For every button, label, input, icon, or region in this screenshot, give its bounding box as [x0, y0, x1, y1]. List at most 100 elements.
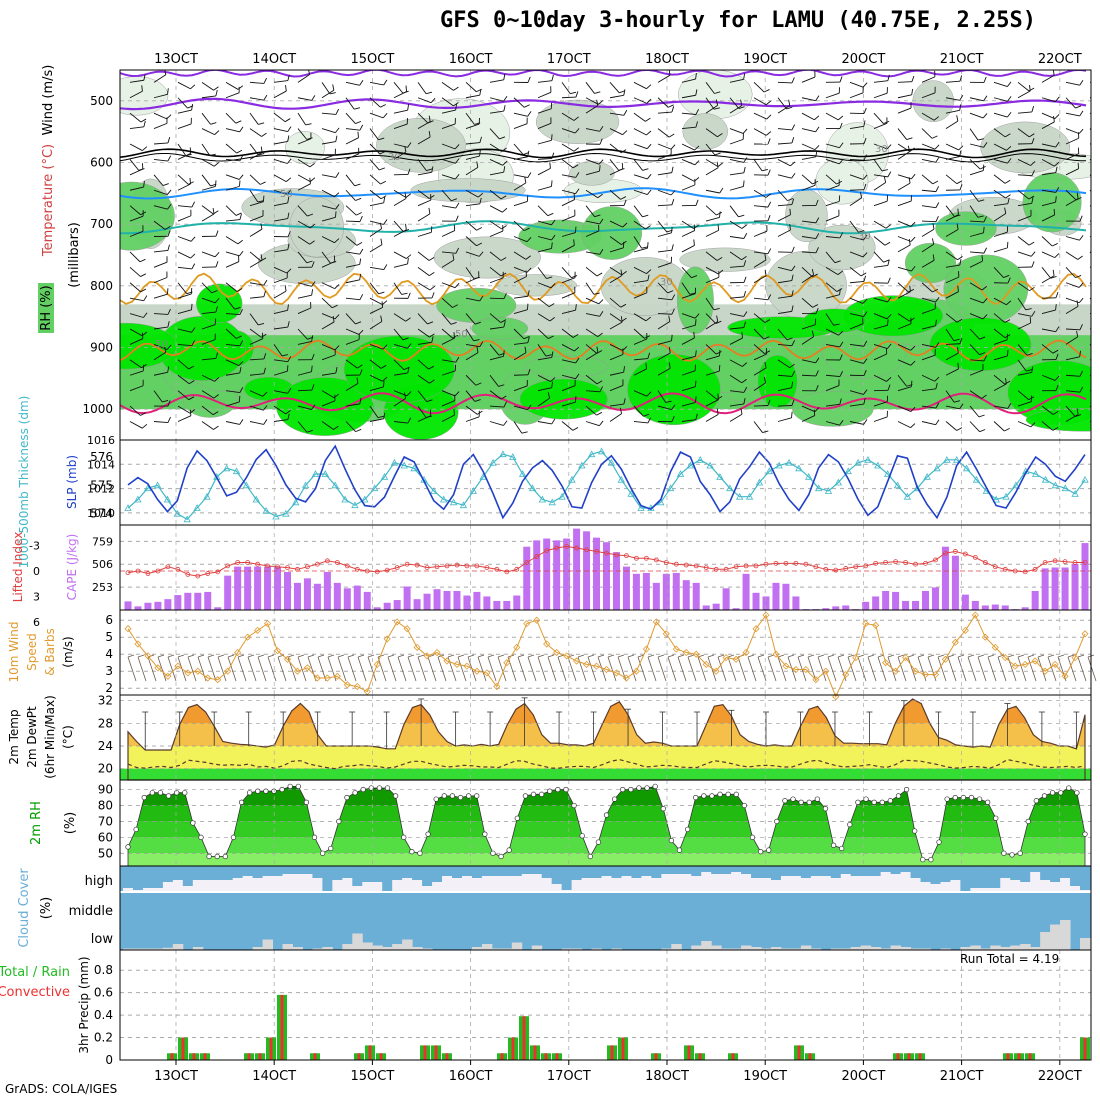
wind-barb-flag: [743, 311, 748, 317]
wind-barb: [849, 390, 864, 395]
wind-barb-flag: [620, 303, 627, 308]
rh-marker: [611, 796, 618, 802]
low-cloud-bar: [1030, 947, 1041, 950]
wind-barb: [513, 276, 527, 284]
wind-barb: [225, 143, 237, 154]
wind-barb: [369, 81, 384, 86]
wind-barb: [537, 122, 552, 130]
wind-barb-flag: [1054, 114, 1060, 120]
wind-barb-flag: [596, 99, 599, 106]
wind-barb: [489, 277, 504, 284]
rh-marker: [928, 856, 934, 863]
wind-barb: [369, 244, 383, 253]
wind-barb: [129, 112, 142, 123]
high-cloud-gap: [412, 880, 423, 892]
high-cloud-bar: [661, 866, 672, 874]
wind-barb: [1017, 128, 1030, 138]
wind-barb: [705, 217, 720, 222]
wind-barb-flag: [167, 416, 171, 423]
high-cloud-bar: [342, 866, 353, 878]
surface-wind-barb: [697, 656, 707, 682]
wind-barb-flag: [789, 363, 795, 368]
wind-barb-flag: [1005, 194, 1011, 199]
wind-barb-flag: [599, 138, 603, 145]
wind-barb: [873, 220, 887, 229]
wind-barb-flag: [1004, 380, 1011, 385]
wind-barb: [393, 313, 406, 322]
high-cloud-bar: [192, 866, 204, 880]
cape-bar: [603, 542, 610, 610]
wind-barb-flag: [935, 297, 940, 303]
wind-barb: [705, 390, 718, 400]
wind-barb-flag: [527, 369, 531, 375]
wind-barb-flag: [215, 306, 218, 313]
thickness-marker: [864, 455, 872, 463]
wind-barb: [273, 359, 288, 363]
wind-barb-flag: [401, 292, 408, 295]
wind-barb: [681, 230, 695, 237]
wind-barb-flag: [188, 365, 195, 370]
wind-barb-flag: [139, 258, 146, 263]
wind-barb-flag: [287, 243, 290, 250]
wind-barb-flag: [767, 248, 772, 255]
lifted-index-marker: [374, 569, 380, 575]
wind-barb: [777, 328, 788, 341]
wind-barb: [1065, 81, 1080, 86]
wind-barb-flag: [957, 208, 959, 215]
lifted-index-marker: [743, 563, 749, 569]
wind-barb: [441, 143, 456, 150]
wind-speed-marker: [244, 633, 252, 641]
wind-barb-flag: [287, 387, 292, 394]
wind-barb: [705, 297, 715, 311]
wind-barb: [441, 337, 455, 345]
wind-barb: [561, 199, 575, 207]
wind-barb: [849, 197, 862, 207]
wind-barb: [1017, 282, 1030, 292]
wind-barb: [513, 97, 525, 108]
wind-speed-marker: [752, 625, 760, 633]
thickness-marker: [341, 495, 349, 503]
high-cloud-gap: [1060, 878, 1071, 892]
wind-barb-flag: [646, 391, 652, 397]
wind-barb-flag: [239, 155, 244, 161]
thickness-marker: [726, 484, 734, 492]
thickness-marker: [518, 470, 527, 477]
temp-tick-label: 20: [98, 762, 113, 776]
wind-barb-flag: [574, 396, 577, 403]
thickness-marker: [1051, 481, 1060, 489]
wind-barb: [345, 220, 361, 223]
high-cloud-bar: [521, 866, 533, 874]
surface-wind-barb: [357, 656, 367, 682]
wind-barb-flag: [619, 407, 623, 414]
wind-barb: [153, 142, 168, 145]
wind-barb-flag: [862, 82, 868, 88]
lifted-index-marker: [474, 563, 480, 569]
wind-barb-flag: [815, 357, 820, 364]
wind-barb: [249, 313, 259, 326]
lifted-index-marker: [1042, 560, 1048, 565]
wind-barb-flag: [427, 321, 434, 325]
surface-wind-barb: [297, 656, 307, 682]
bottom-date-label: 13OCT: [154, 1069, 198, 1084]
wind-barb: [537, 186, 552, 191]
wind-barb: [825, 421, 840, 426]
cape-bar: [543, 538, 551, 610]
wind-barb-flag: [1029, 286, 1035, 292]
pressure-tick-label: 600: [90, 156, 113, 170]
wind-barb-flag: [983, 76, 987, 83]
cape-bar: [383, 602, 391, 610]
wind-barb-flag: [956, 427, 963, 431]
wind-barb-flag: [287, 126, 292, 132]
high-cloud-gap: [511, 876, 523, 892]
precip-convective-bar: [1083, 1037, 1087, 1060]
wind-speed-marker: [832, 693, 840, 701]
wind-barb: [321, 261, 335, 268]
wind-speed-marker: [702, 660, 710, 668]
surface-wind-barb: [787, 656, 797, 682]
wind-barb: [321, 282, 335, 290]
rh-marker: [344, 794, 350, 801]
wind-barb-flag: [450, 322, 457, 325]
wind-speed-line: [127, 613, 1086, 698]
rh-contour-blob: [785, 189, 828, 242]
surface-wind-barb: [317, 656, 327, 682]
